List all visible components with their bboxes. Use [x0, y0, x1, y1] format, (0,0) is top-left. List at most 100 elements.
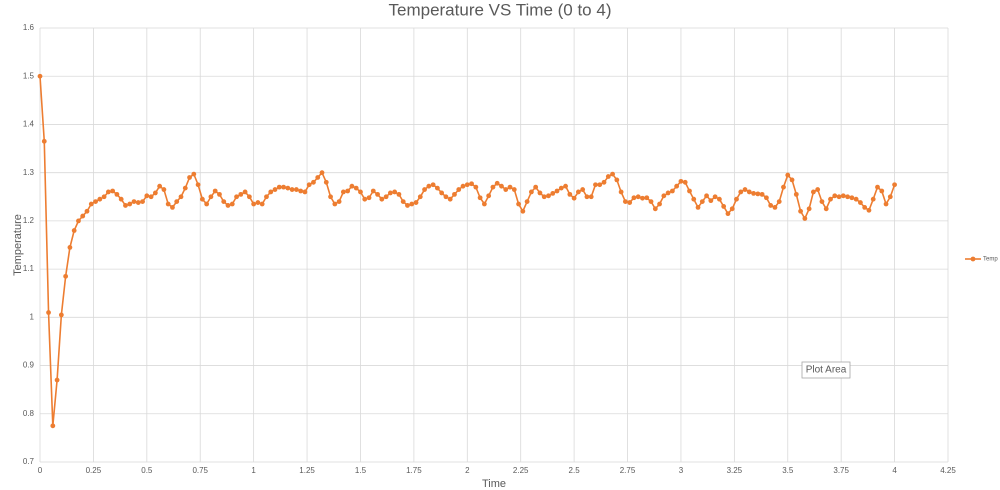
data-point — [413, 200, 419, 205]
data-point — [494, 180, 500, 186]
data-point — [54, 377, 60, 383]
data-point — [234, 194, 239, 200]
data-point — [687, 188, 692, 194]
data-point — [76, 218, 81, 224]
data-point — [627, 200, 633, 205]
data-point — [152, 190, 158, 196]
data-point — [490, 184, 496, 190]
tooltip-box — [801, 361, 851, 379]
data-point — [652, 206, 658, 212]
data-point — [875, 184, 880, 190]
data-point — [477, 195, 483, 201]
data-point — [456, 187, 462, 192]
x-tick-label: 2.5 — [569, 466, 581, 475]
data-point — [281, 184, 286, 190]
data-point — [584, 194, 590, 200]
data-point — [499, 183, 504, 189]
data-point — [546, 193, 551, 199]
data-point — [460, 183, 466, 189]
data-point — [870, 196, 876, 202]
data-point — [887, 194, 893, 200]
data-point — [405, 203, 410, 208]
data-point — [892, 182, 897, 188]
data-point — [785, 172, 791, 178]
data-point — [729, 206, 735, 212]
data-point — [840, 193, 846, 199]
data-point — [524, 199, 530, 205]
data-point — [67, 245, 73, 250]
data-point — [708, 198, 714, 204]
data-point — [204, 201, 210, 207]
data-point — [622, 199, 628, 205]
data-point — [217, 191, 222, 197]
data-point — [362, 196, 368, 202]
data-point — [503, 187, 509, 192]
data-point — [815, 187, 821, 192]
data-point — [110, 188, 116, 194]
x-tick-label: 1.25 — [299, 466, 315, 475]
data-point — [849, 195, 855, 201]
data-point — [41, 138, 47, 144]
data-point — [328, 194, 333, 200]
data-point — [866, 207, 872, 213]
data-point — [746, 189, 752, 195]
data-point — [293, 187, 299, 192]
data-point — [533, 184, 539, 190]
x-tick-label: 3.75 — [833, 466, 849, 475]
y-tick-label: 1.3 — [23, 168, 35, 177]
data-point — [340, 189, 346, 195]
data-point — [140, 199, 145, 205]
data-point — [832, 193, 838, 199]
y-tick-label: 1.6 — [23, 23, 35, 32]
data-point — [674, 183, 680, 189]
x-tick-label: 1.75 — [406, 466, 422, 475]
data-point — [302, 189, 308, 195]
data-point — [648, 199, 654, 205]
data-point — [811, 189, 816, 195]
data-point — [268, 189, 274, 195]
data-point — [447, 196, 453, 202]
y-tick-label: 1.2 — [23, 216, 35, 225]
data-point — [452, 191, 457, 197]
data-point — [298, 188, 304, 194]
data-point — [174, 199, 180, 205]
data-point — [669, 188, 675, 194]
data-point — [580, 187, 586, 192]
data-point — [191, 171, 197, 177]
data-point — [644, 195, 650, 201]
data-point — [306, 182, 312, 188]
data-point — [88, 201, 94, 207]
data-point — [178, 194, 184, 200]
data-point — [682, 179, 688, 185]
data-point — [255, 200, 261, 205]
data-point — [520, 208, 526, 214]
data-point — [170, 204, 175, 210]
data-point — [759, 191, 765, 197]
data-point — [742, 187, 748, 192]
x-tick-label: 4.25 — [940, 466, 956, 475]
y-tick-label: 1.1 — [23, 264, 35, 273]
data-point — [426, 183, 432, 189]
data-point — [131, 199, 137, 205]
data-point — [375, 191, 380, 197]
data-point — [537, 190, 543, 196]
data-point — [208, 194, 214, 200]
data-point — [443, 194, 449, 200]
data-point — [789, 177, 795, 183]
data-point — [635, 194, 641, 200]
data-point — [285, 185, 291, 191]
data-point — [379, 196, 385, 202]
data-point — [349, 183, 355, 189]
data-point — [516, 201, 521, 207]
x-tick-label: 0.75 — [192, 466, 208, 475]
data-point — [798, 208, 803, 214]
data-point — [768, 203, 774, 208]
data-point — [409, 201, 415, 207]
data-point — [118, 196, 124, 202]
data-point — [242, 189, 248, 195]
data-point — [464, 182, 470, 188]
data-point — [144, 193, 150, 199]
data-point — [182, 185, 188, 191]
data-point — [764, 195, 769, 201]
data-point — [712, 194, 718, 200]
